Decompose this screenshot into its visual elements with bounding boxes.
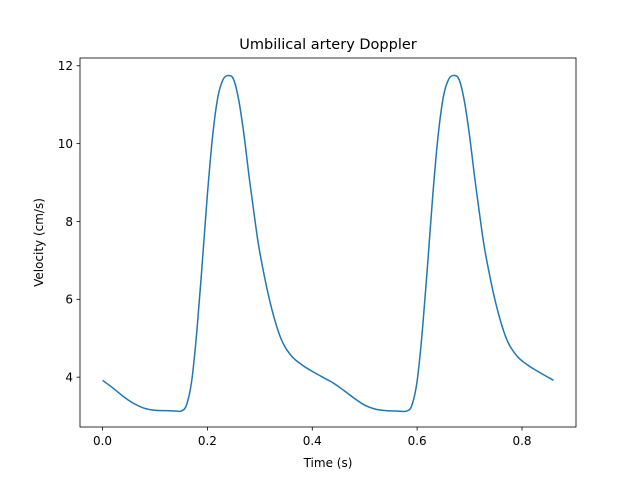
y-tick-label: 12 bbox=[58, 59, 73, 73]
x-tick-label: 0.2 bbox=[198, 434, 217, 448]
y-tick-label: 10 bbox=[58, 137, 73, 151]
y-tick-label: 4 bbox=[65, 370, 73, 384]
y-tick-label: 8 bbox=[65, 215, 73, 229]
y-tick-label: 6 bbox=[65, 293, 73, 307]
chart-title: Umbilical artery Doppler bbox=[239, 37, 417, 53]
plot-background bbox=[80, 58, 576, 427]
plot-frame bbox=[79, 57, 577, 428]
x-tick-label: 0.8 bbox=[512, 434, 531, 448]
x-axis: 0.0 0.2 0.4 0.6 0.8 bbox=[93, 427, 532, 448]
y-axis: 4 6 8 10 12 bbox=[58, 59, 80, 384]
x-tick-label: 0.4 bbox=[303, 434, 322, 448]
series-line bbox=[102, 74, 554, 413]
x-tick-label: 0.0 bbox=[93, 434, 112, 448]
x-axis-title: Time (s) bbox=[303, 456, 353, 470]
x-tick-label: 0.6 bbox=[408, 434, 427, 448]
y-axis-title: Velocity (cm/s) bbox=[32, 198, 46, 287]
